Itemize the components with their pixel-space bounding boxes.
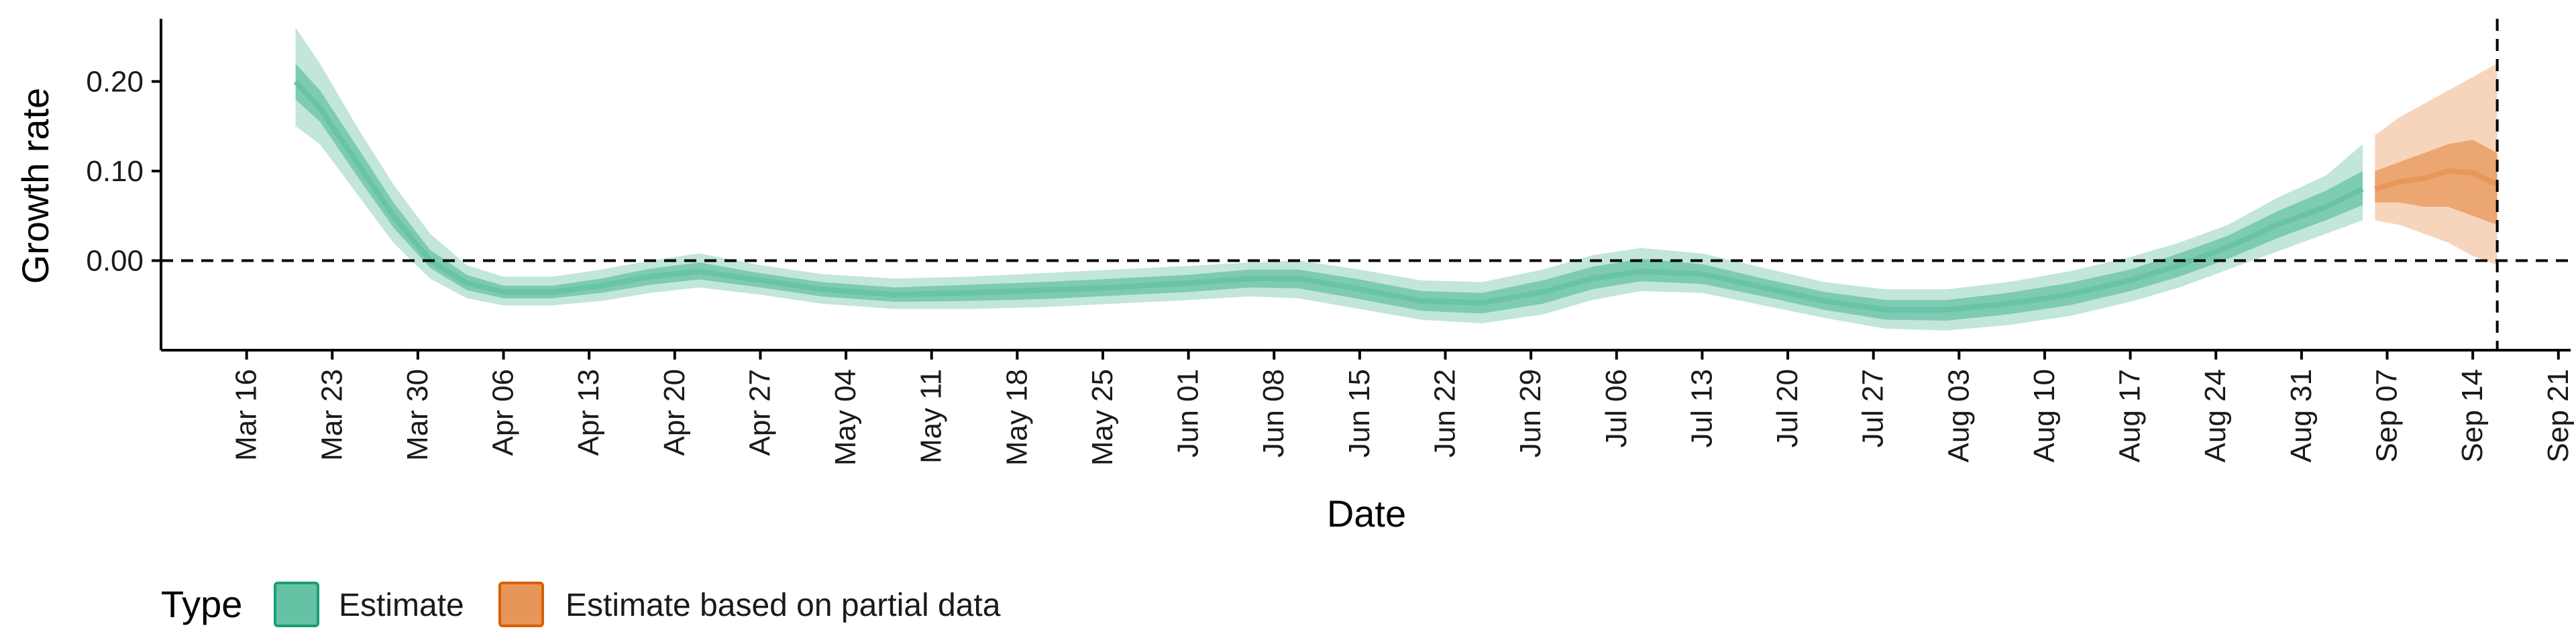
partial-median-line [2374,168,2499,192]
x-tick-label: Mar 30 [401,369,434,461]
x-tick-label: Jul 20 [1771,369,1804,447]
x-tick-label: Sep 14 [2456,369,2489,462]
x-tick-label: Jun 08 [1257,369,1290,458]
x-tick-label: May 11 [915,369,948,464]
x-tick-label: Aug 10 [2028,369,2061,462]
uncertainty-bands [293,28,2499,331]
x-tick-label: Jul 06 [1600,369,1633,447]
x-tick-label: May 25 [1086,369,1119,466]
y-axis-title: Growth rate [14,88,56,284]
x-tick-label: May 04 [829,369,862,466]
legend: Type Estimate Estimate based on partial … [161,582,1001,627]
legend-key-estimate [274,582,319,627]
x-axis-title: Date [1327,492,1406,535]
x-tick-label: Jul 27 [1857,369,1890,447]
x-tick-label: Jul 13 [1685,369,1718,447]
x-tick-label: Jun 22 [1429,369,1462,458]
y-axis-ticks: 0.20 0.10 0.00 [86,65,161,277]
x-tick-label: Apr 20 [658,369,691,456]
estimate-inner-band [295,63,2363,321]
estimate-outer-band [295,28,2363,331]
legend-title: Type [161,583,242,625]
x-axis-ticks: Mar 16 Mar 23 Mar 30 Apr 06 Apr 13 Apr 20 Apr … [230,350,2575,466]
x-tick-label: Sep 21 [2542,369,2575,462]
legend-label-partial: Estimate based on partial data [566,588,1001,623]
x-tick-label: Jun 01 [1172,369,1205,458]
x-tick-label: Aug 24 [2199,369,2232,462]
x-tick-label: Apr 27 [743,369,776,456]
estimate-median-line [293,79,2364,313]
x-tick-label: Sep 07 [2371,369,2404,462]
x-tick-label: May 18 [1000,369,1033,466]
x-tick-label: Jun 15 [1343,369,1376,458]
y-tick-label: 0.10 [86,155,144,188]
x-tick-label: Apr 13 [572,369,605,456]
y-tick-label: 0.00 [86,244,144,277]
x-tick-label: Aug 17 [2114,369,2147,462]
x-tick-label: Aug 31 [2285,369,2318,462]
partial-inner-band [2375,140,2498,225]
x-tick-label: Jun 29 [1514,369,1547,458]
legend-label-estimate: Estimate [339,588,464,623]
x-tick-label: Apr 06 [487,369,520,456]
legend-key-partial [498,582,544,627]
x-tick-label: Mar 16 [230,369,263,461]
x-tick-label: Mar 23 [315,369,348,461]
y-tick-label: 0.20 [86,65,144,98]
x-tick-label: Aug 03 [1942,369,1975,462]
